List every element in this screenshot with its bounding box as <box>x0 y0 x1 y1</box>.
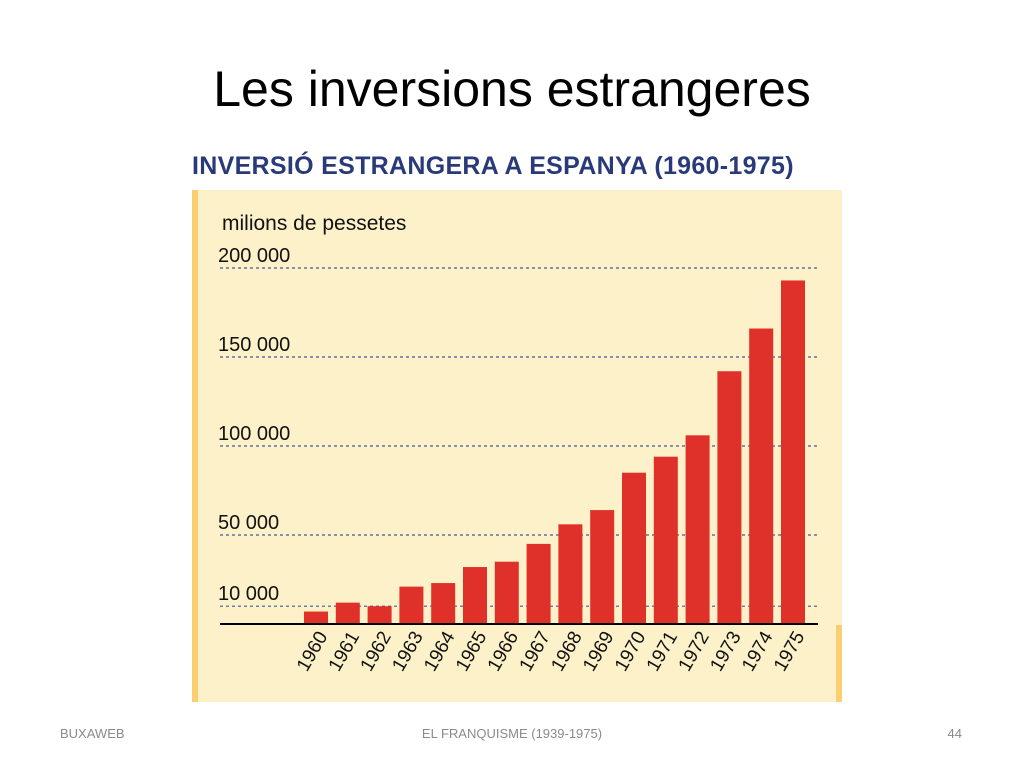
y-tick-label: 50 000 <box>218 512 279 534</box>
bars <box>304 280 805 624</box>
bar-1974 <box>749 328 774 624</box>
x-tick-label: 1970 <box>611 628 650 675</box>
y-tick-label: 200 000 <box>218 245 290 267</box>
footer-left-text: BUXAWEB <box>60 726 125 741</box>
bar-1971 <box>653 456 678 624</box>
bar-1961 <box>335 602 360 624</box>
x-tick-label: 1966 <box>484 628 523 675</box>
page-number: 44 <box>947 726 962 741</box>
bar-1968 <box>558 524 583 624</box>
footer-center-text: EL FRANQUISME (1939-1975) <box>421 726 603 741</box>
x-tick-labels: 1960196119621963196419651966196719681969… <box>293 628 809 675</box>
bar-1972 <box>685 435 710 624</box>
bar-1969 <box>590 510 615 624</box>
bar-1963 <box>399 586 424 624</box>
x-tick-label: 1965 <box>452 628 491 675</box>
bar-1960 <box>304 611 328 624</box>
x-tick-label: 1975 <box>770 628 809 675</box>
bar-1962 <box>367 606 392 624</box>
y-tick-label: 150 000 <box>218 334 290 356</box>
y-tick-label: 10 000 <box>218 583 279 605</box>
x-tick-label: 1972 <box>675 628 714 675</box>
bar-1975 <box>781 280 805 624</box>
x-tick-label: 1967 <box>516 628 555 675</box>
bar-1965 <box>463 567 487 624</box>
chart-title: INVERSIÓ ESTRANGERA A ESPANYA (1960-1975… <box>192 152 794 180</box>
x-tick-label: 1968 <box>547 628 586 675</box>
x-tick-label: 1963 <box>388 628 427 675</box>
bar-1970 <box>622 472 646 624</box>
x-tick-label: 1964 <box>420 628 460 675</box>
bar-1973 <box>717 371 742 624</box>
y-tick-label: 100 000 <box>218 423 290 445</box>
y-axis-label: milions de pessetes <box>222 212 406 235</box>
slide-title: Les inversions estrangeres <box>213 61 811 117</box>
x-tick-label: 1960 <box>293 628 332 675</box>
chart-panel-left-border <box>192 190 198 702</box>
y-tick-labels: 10 000 50 000 100 000 150 000 200 000 <box>218 245 290 605</box>
x-tick-label: 1974 <box>738 628 778 675</box>
x-tick-label: 1971 <box>643 628 682 675</box>
x-tick-label: 1962 <box>357 628 396 675</box>
x-tick-label: 1973 <box>706 628 745 675</box>
chart-panel-right-border <box>836 625 842 702</box>
bar-1964 <box>431 583 456 624</box>
x-tick-label: 1969 <box>579 628 618 675</box>
bar-1967 <box>526 543 551 624</box>
x-tick-label: 1961 <box>325 628 364 675</box>
bar-1966 <box>494 561 519 624</box>
